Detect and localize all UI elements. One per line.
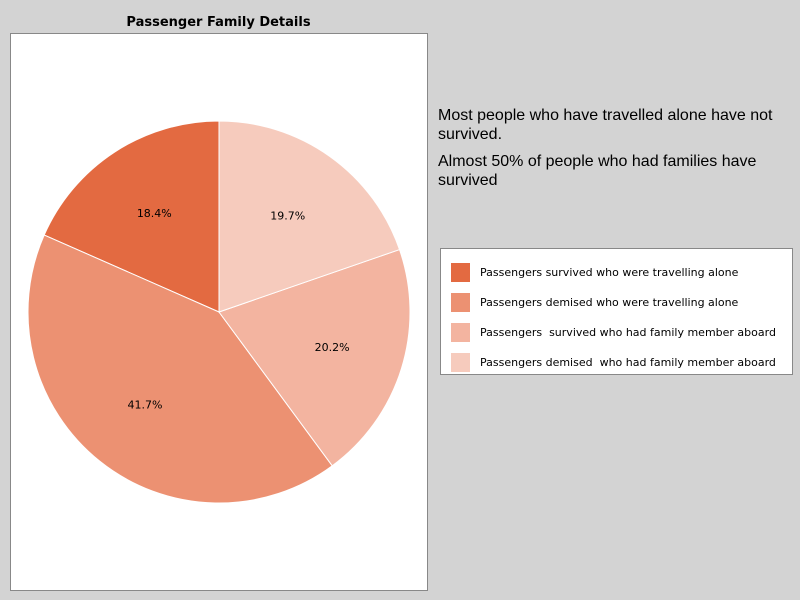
slice-label-survived-alone: 18.4% xyxy=(137,207,172,220)
pie-chart: 18.4% 41.7% 20.2% 19.7% xyxy=(27,120,411,504)
legend-item-survived-family: Passengers survived who had family membe… xyxy=(451,317,792,347)
pie-slice-demised-alone xyxy=(27,234,333,504)
legend-item-demised-alone: Passengers demised who were travelling a… xyxy=(451,287,792,317)
legend-label: Passengers survived who had family membe… xyxy=(480,325,776,339)
legend-swatch xyxy=(451,352,470,372)
annotation-travelled-alone: Most people who have travelled alone hav… xyxy=(438,107,773,143)
legend-label: Passengers demised who were travelling a… xyxy=(480,295,739,309)
legend-label: Passengers survived who were travelling … xyxy=(480,265,739,279)
slice-label-survived-family: 20.2% xyxy=(315,341,350,354)
annotation-families: Almost 50% of people who had families ha… xyxy=(438,153,757,189)
legend-swatch xyxy=(451,322,470,342)
legend-swatch xyxy=(451,292,470,312)
legend-swatch xyxy=(451,262,470,282)
slice-label-demised-alone: 41.7% xyxy=(128,398,163,411)
legend-item-survived-alone: Passengers survived who were travelling … xyxy=(451,257,792,287)
pie-slice-survived-family xyxy=(218,248,411,467)
legend: Passengers survived who were travelling … xyxy=(440,248,793,375)
plot-panel: 18.4% 41.7% 20.2% 19.7% xyxy=(10,33,428,591)
legend-item-demised-family: Passengers demised who had family member… xyxy=(451,347,792,377)
chart-title: Passenger Family Details xyxy=(126,15,311,30)
pie-slice-survived-alone xyxy=(43,120,220,313)
pie-slice-demised-family xyxy=(218,120,401,313)
legend-label: Passengers demised who had family member… xyxy=(480,355,776,369)
slice-label-demised-family: 19.7% xyxy=(270,210,305,223)
